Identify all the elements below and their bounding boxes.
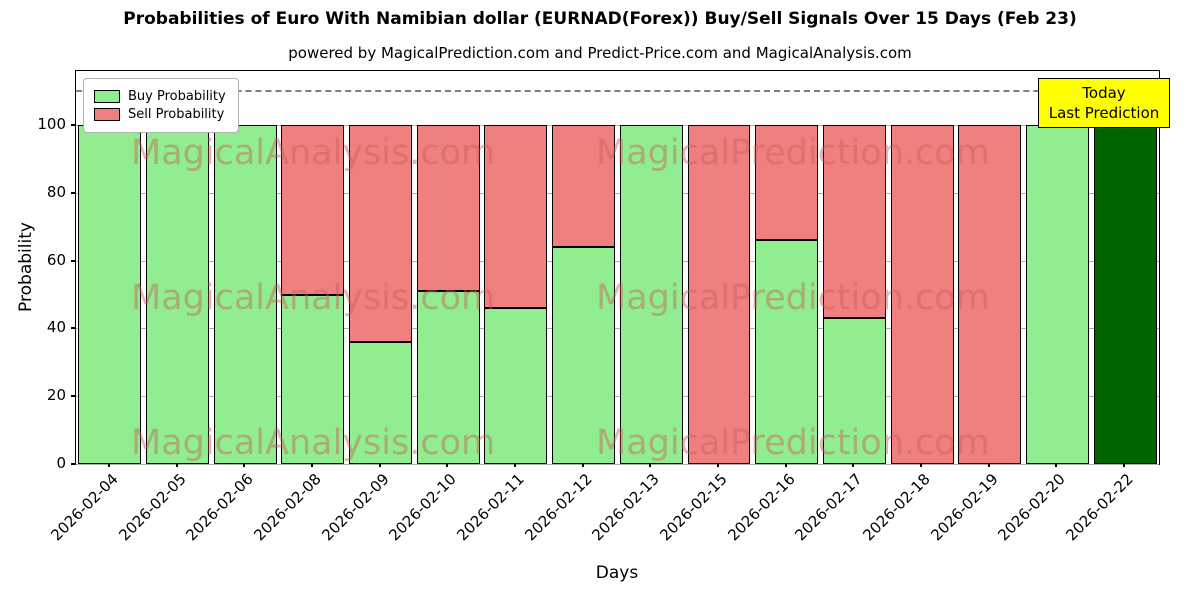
h-gridline [76,464,1159,465]
y-tick-mark [71,463,75,465]
chart-title: Probabilities of Euro With Namibian doll… [123,9,1077,29]
x-tick-label: 2026-02-05 [114,470,190,545]
threshold-dashed-line [76,89,1159,92]
x-tick-mark [649,463,652,467]
x-tick-mark [987,463,990,467]
x-tick-label: 2026-02-15 [656,470,731,545]
y-tick-label: 80 [46,182,66,201]
x-tick-mark [310,463,313,467]
legend: Buy Probability Sell Probability [83,78,239,133]
y-tick-mark [71,259,75,262]
legend-sell-label: Sell Probability [128,107,225,122]
y-tick-label: 60 [46,250,66,269]
x-tick-mark [581,463,584,467]
x-tick-label: 2026-02-12 [521,470,596,545]
buy-bar-segment [1093,125,1157,464]
buy-bar-segment [78,125,142,464]
buy-bar-segment [755,240,819,464]
x-tick-label: 2026-02-20 [994,470,1070,545]
today-annotation-line1: Today [1082,83,1126,102]
h-gridline [76,328,1159,330]
y-tick-label: 0 [56,454,66,472]
sell-bar-segment [755,125,819,241]
h-gridline [76,125,1159,127]
watermark-text: MagicalPrediction.com [596,133,990,173]
legend-item-sell: Sell Probability [94,107,226,122]
y-tick-label: 40 [46,318,66,337]
buy-bar-segment [416,291,480,464]
x-tick-label: 2026-02-18 [859,470,934,545]
x-tick-mark [107,463,110,467]
x-tick-mark [852,463,855,467]
watermark-text: MagicalAnalysis.com [131,423,496,463]
buy-bar-segment [1025,125,1089,464]
x-tick-mark [717,463,720,467]
x-tick-mark [243,463,246,467]
h-gridline [76,260,1159,262]
y-tick-mark [71,191,75,194]
sell-bar-segment [349,125,413,343]
legend-buy-label: Buy Probability [128,89,226,104]
sell-bar-segment [552,125,616,248]
sell-bar-segment [822,125,886,319]
buy-bar-segment [349,342,413,464]
x-tick-label: 2026-02-17 [791,470,867,545]
watermark-text: MagicalAnalysis.com [131,133,496,173]
x-axis-label: Days [595,563,639,583]
sell-bar-segment [890,125,954,464]
x-tick-label: 2026-02-11 [453,470,528,545]
x-tick-label: 2026-02-04 [47,470,122,545]
chart-subtitle: powered by MagicalPrediction.com and Pre… [288,44,912,62]
buy-bar-segment [484,308,548,464]
x-tick-label: 2026-02-06 [182,470,257,545]
watermark-text: MagicalAnalysis.com [131,278,496,318]
buy-probability-swatch [94,90,120,103]
buy-bar-segment [281,294,345,464]
buy-bar-segment [822,318,886,464]
h-gridline [76,192,1159,194]
buy-bar-segment [146,125,209,464]
y-tick-mark [71,395,75,398]
watermark-text: MagicalPrediction.com [596,423,990,463]
plot-area: MagicalAnalysis.com MagicalPrediction.com… [75,70,1160,465]
buy-bar-segment [619,125,683,464]
h-gridline [76,396,1159,398]
x-tick-label: 2026-02-08 [250,470,325,545]
x-tick-mark [513,463,516,467]
x-tick-mark [1123,463,1126,467]
y-tick-label: 20 [46,386,66,405]
sell-bar-segment [416,125,480,292]
x-tick-label: 2026-02-16 [724,470,799,545]
buy-bar-segment [552,247,616,464]
x-tick-mark [175,463,178,467]
today-annotation: Today Last Prediction [1038,78,1170,128]
x-tick-mark [446,463,449,467]
y-tick-label: 100 [37,115,66,134]
watermark-text: MagicalPrediction.com [596,278,990,318]
x-tick-mark [378,463,381,467]
x-tick-mark [784,463,787,467]
y-tick-mark [71,327,75,330]
x-tick-label: 2026-02-22 [1062,470,1137,545]
legend-item-buy: Buy Probability [94,89,226,104]
x-tick-label: 2026-02-09 [317,470,393,545]
y-tick-mark [71,124,75,127]
x-tick-mark [1055,463,1058,467]
x-tick-label: 2026-02-10 [385,470,461,545]
sell-bar-segment [958,125,1022,464]
sell-bar-segment [281,125,345,295]
today-annotation-line2: Last Prediction [1048,104,1160,122]
x-tick-mark [920,463,923,467]
sell-bar-segment [687,125,751,464]
buy-bar-segment [213,125,277,464]
sell-bar-segment [484,125,548,309]
sell-probability-swatch [94,108,120,121]
x-tick-label: 2026-02-19 [927,470,1002,545]
